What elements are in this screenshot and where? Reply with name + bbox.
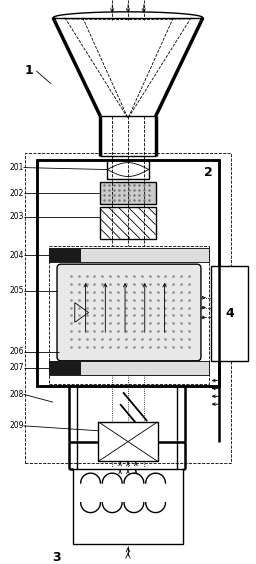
Bar <box>49 248 81 262</box>
Text: 204: 204 <box>9 251 24 260</box>
Bar <box>26 153 230 463</box>
Text: 208: 208 <box>9 390 24 399</box>
Text: 209: 209 <box>9 421 24 430</box>
Text: 205: 205 <box>9 287 24 296</box>
Bar <box>49 248 209 262</box>
Bar <box>100 207 156 239</box>
Bar <box>98 422 158 461</box>
Text: 207: 207 <box>9 363 24 372</box>
Text: 202: 202 <box>9 189 24 198</box>
Text: 4: 4 <box>225 307 234 320</box>
Bar <box>107 160 149 179</box>
Bar <box>49 361 81 374</box>
Bar <box>211 266 248 361</box>
Bar <box>49 246 209 385</box>
Bar <box>37 160 219 386</box>
Text: 206: 206 <box>9 347 24 356</box>
Text: 201: 201 <box>9 163 24 172</box>
Text: 1: 1 <box>25 64 34 77</box>
Bar <box>73 469 183 544</box>
Bar <box>100 182 156 204</box>
Text: 2: 2 <box>205 166 213 179</box>
Bar <box>49 361 209 374</box>
Text: 203: 203 <box>9 213 24 221</box>
Text: 3: 3 <box>52 552 60 564</box>
FancyBboxPatch shape <box>57 264 201 361</box>
Bar <box>37 160 219 386</box>
